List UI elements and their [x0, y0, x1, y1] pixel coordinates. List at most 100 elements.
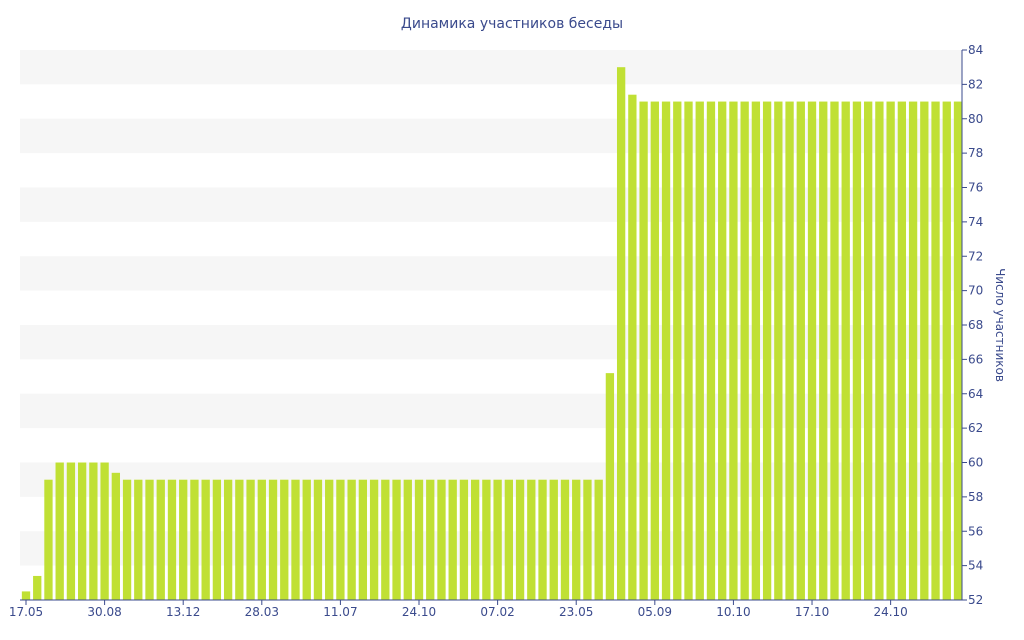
bar [77, 462, 87, 600]
bar [639, 101, 648, 600]
bar [145, 479, 154, 600]
grid-bands [20, 50, 962, 566]
bar [336, 479, 345, 600]
x-tick-label: 13.12 [166, 605, 200, 619]
bar [953, 101, 963, 600]
bar [122, 479, 132, 600]
bar [774, 101, 783, 600]
bar [616, 67, 626, 600]
bar [740, 101, 749, 600]
y-axis: 52 54 56 58 60 62 64 66 68 70 72 74 76 78 80 82 84 [961, 43, 983, 607]
bar [650, 101, 659, 600]
bar [437, 479, 446, 600]
grid-band [20, 393, 962, 429]
bar [504, 479, 513, 600]
y-tick-label: 76 [968, 181, 983, 195]
bar [661, 101, 671, 600]
bar [33, 575, 42, 600]
bar [762, 101, 772, 600]
bar [44, 479, 53, 600]
grid-band [20, 462, 962, 497]
bar [482, 479, 491, 600]
bar [257, 479, 266, 600]
grid-band [20, 187, 962, 222]
bar [21, 591, 31, 600]
bar [695, 101, 704, 600]
bar [403, 479, 412, 600]
x-tick-label: 07.02 [480, 605, 514, 619]
bar [886, 101, 895, 600]
bar [594, 479, 603, 600]
bar [628, 94, 637, 600]
bar [358, 479, 368, 600]
bar [223, 479, 233, 600]
x-axis: 17.05 30.08 13.12 28.03 11.07 24.10 07.02 23.05… [9, 599, 962, 619]
bar [706, 101, 716, 600]
bar [538, 479, 547, 600]
y-tick-label: 84 [968, 43, 983, 57]
bar [190, 479, 199, 600]
bar [201, 479, 210, 600]
bar [89, 462, 98, 600]
bar [55, 462, 64, 600]
bar [448, 479, 457, 600]
bar [875, 101, 884, 600]
y-tick-label: 68 [968, 318, 983, 332]
x-tick-label: 17.05 [9, 605, 43, 619]
bar [785, 101, 794, 600]
x-tick-label: 28.03 [245, 605, 279, 619]
bar [684, 101, 693, 600]
bar [549, 479, 558, 600]
bar [819, 101, 828, 600]
x-tick-label: 24.10 [402, 605, 436, 619]
bar [920, 101, 929, 600]
bar [841, 101, 850, 600]
x-tick-label: 05.09 [638, 605, 672, 619]
y-tick-label: 58 [968, 490, 983, 504]
bar [167, 479, 177, 600]
bar [751, 101, 761, 600]
bar [156, 479, 165, 600]
y-tick-label: 70 [968, 284, 983, 298]
bar [392, 479, 401, 600]
x-tick-label: 24.10 [873, 605, 907, 619]
chart-title: Динамика участников беседы [401, 16, 623, 32]
grid-band [20, 256, 962, 291]
x-tick-label: 23.05 [559, 605, 593, 619]
bar [560, 479, 570, 600]
y-tick-label: 64 [968, 387, 983, 401]
y-tick-label: 78 [968, 146, 983, 160]
bar [471, 479, 480, 600]
y-tick-label: 80 [968, 112, 983, 126]
bar [796, 101, 805, 600]
bar [852, 101, 862, 600]
bar [908, 101, 918, 600]
bar [280, 479, 289, 600]
bar [572, 479, 581, 600]
bar [414, 479, 424, 600]
bar [347, 479, 356, 600]
bar [729, 101, 738, 600]
bar [291, 479, 300, 600]
bar [111, 472, 120, 600]
bar [583, 479, 592, 600]
grid-band [20, 531, 962, 566]
y-tick-label: 54 [968, 559, 983, 573]
y-tick-label: 56 [968, 524, 983, 538]
y-tick-label: 66 [968, 352, 983, 366]
bar [313, 479, 323, 600]
x-tick-label: 10.10 [716, 605, 750, 619]
bar [235, 479, 244, 600]
y-tick-label: 74 [968, 215, 983, 229]
y-tick-label: 60 [968, 456, 983, 470]
bar [718, 101, 727, 600]
bar [179, 479, 188, 600]
y-tick-label: 72 [968, 249, 983, 263]
y-tick-label: 82 [968, 77, 983, 91]
bar [325, 479, 334, 600]
bar [897, 101, 907, 600]
bar [864, 101, 873, 600]
grid-band [20, 325, 962, 360]
bar [134, 479, 143, 600]
